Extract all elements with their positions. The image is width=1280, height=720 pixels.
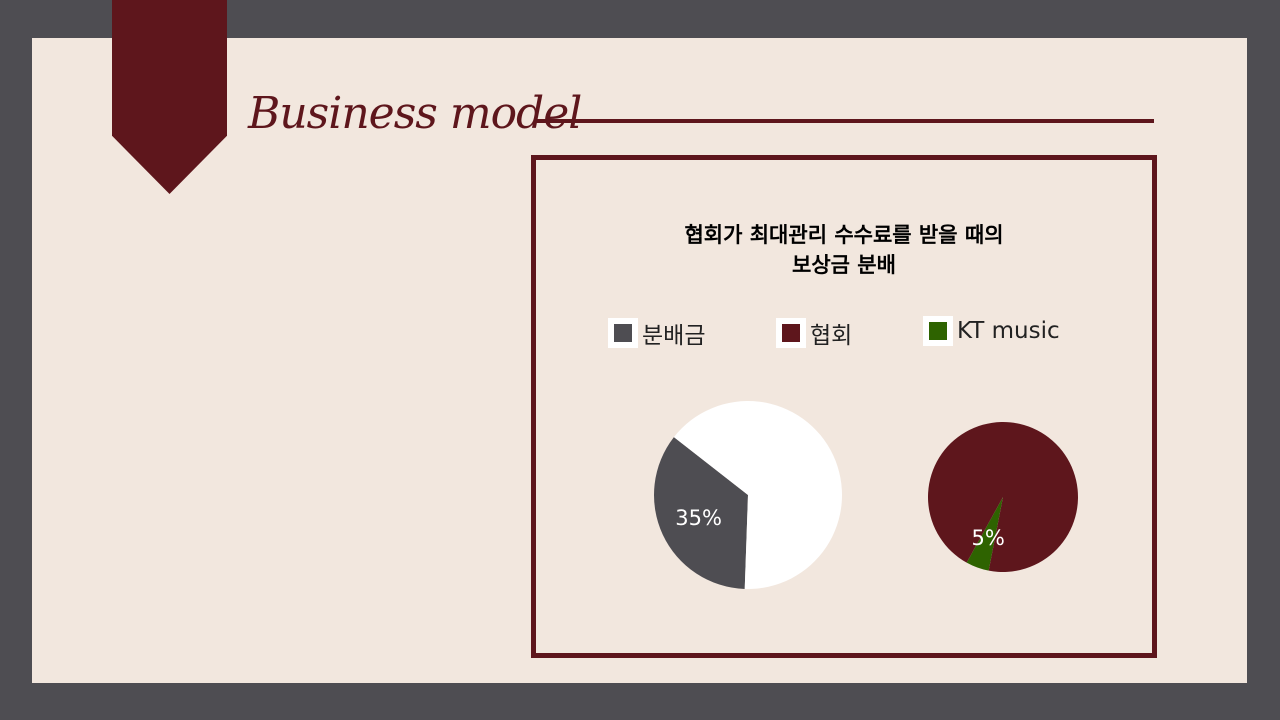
slide-canvas [32, 38, 1247, 683]
chart-legend: 분배금 협회 KT music [536, 316, 1152, 349]
pie-1-data-label: 35% [675, 506, 722, 530]
pie-2-slice-2 [928, 422, 1078, 572]
legend-swatch-association [776, 318, 806, 348]
legend-label-association: 협회 [810, 323, 853, 349]
title-divider [534, 119, 1154, 123]
pie-2-data-label: 5% [971, 526, 1004, 550]
slide-title: Business model [248, 88, 582, 139]
pie-1-slice-1 [654, 437, 748, 589]
legend-swatch-distribution [608, 318, 638, 348]
chart-title: 협회가 최대관리 수수료를 받을 때의 보상금 분배 [536, 220, 1152, 280]
legend-swatch-kt-music [923, 316, 953, 346]
chart-title-line1: 협회가 최대관리 수수료를 받을 때의 [684, 223, 1004, 247]
legend-item-association: 협회 [776, 316, 852, 350]
legend-label-distribution: 분배금 [642, 323, 706, 349]
chart-title-line2: 보상금 분배 [792, 253, 896, 277]
pie-charts: 35% 5% [654, 401, 1078, 589]
chart-frame: 협회가 최대관리 수수료를 받을 때의 보상금 분배 분배금 협회 KT mus… [531, 155, 1157, 658]
legend-item-kt-music: KT music [923, 316, 1060, 346]
pie-2-slice-1 [966, 497, 1003, 571]
legend-item-distribution: 분배금 [608, 316, 705, 350]
legend-label-kt-music: KT music [957, 318, 1060, 344]
pie-1-slice-2 [673, 401, 842, 589]
